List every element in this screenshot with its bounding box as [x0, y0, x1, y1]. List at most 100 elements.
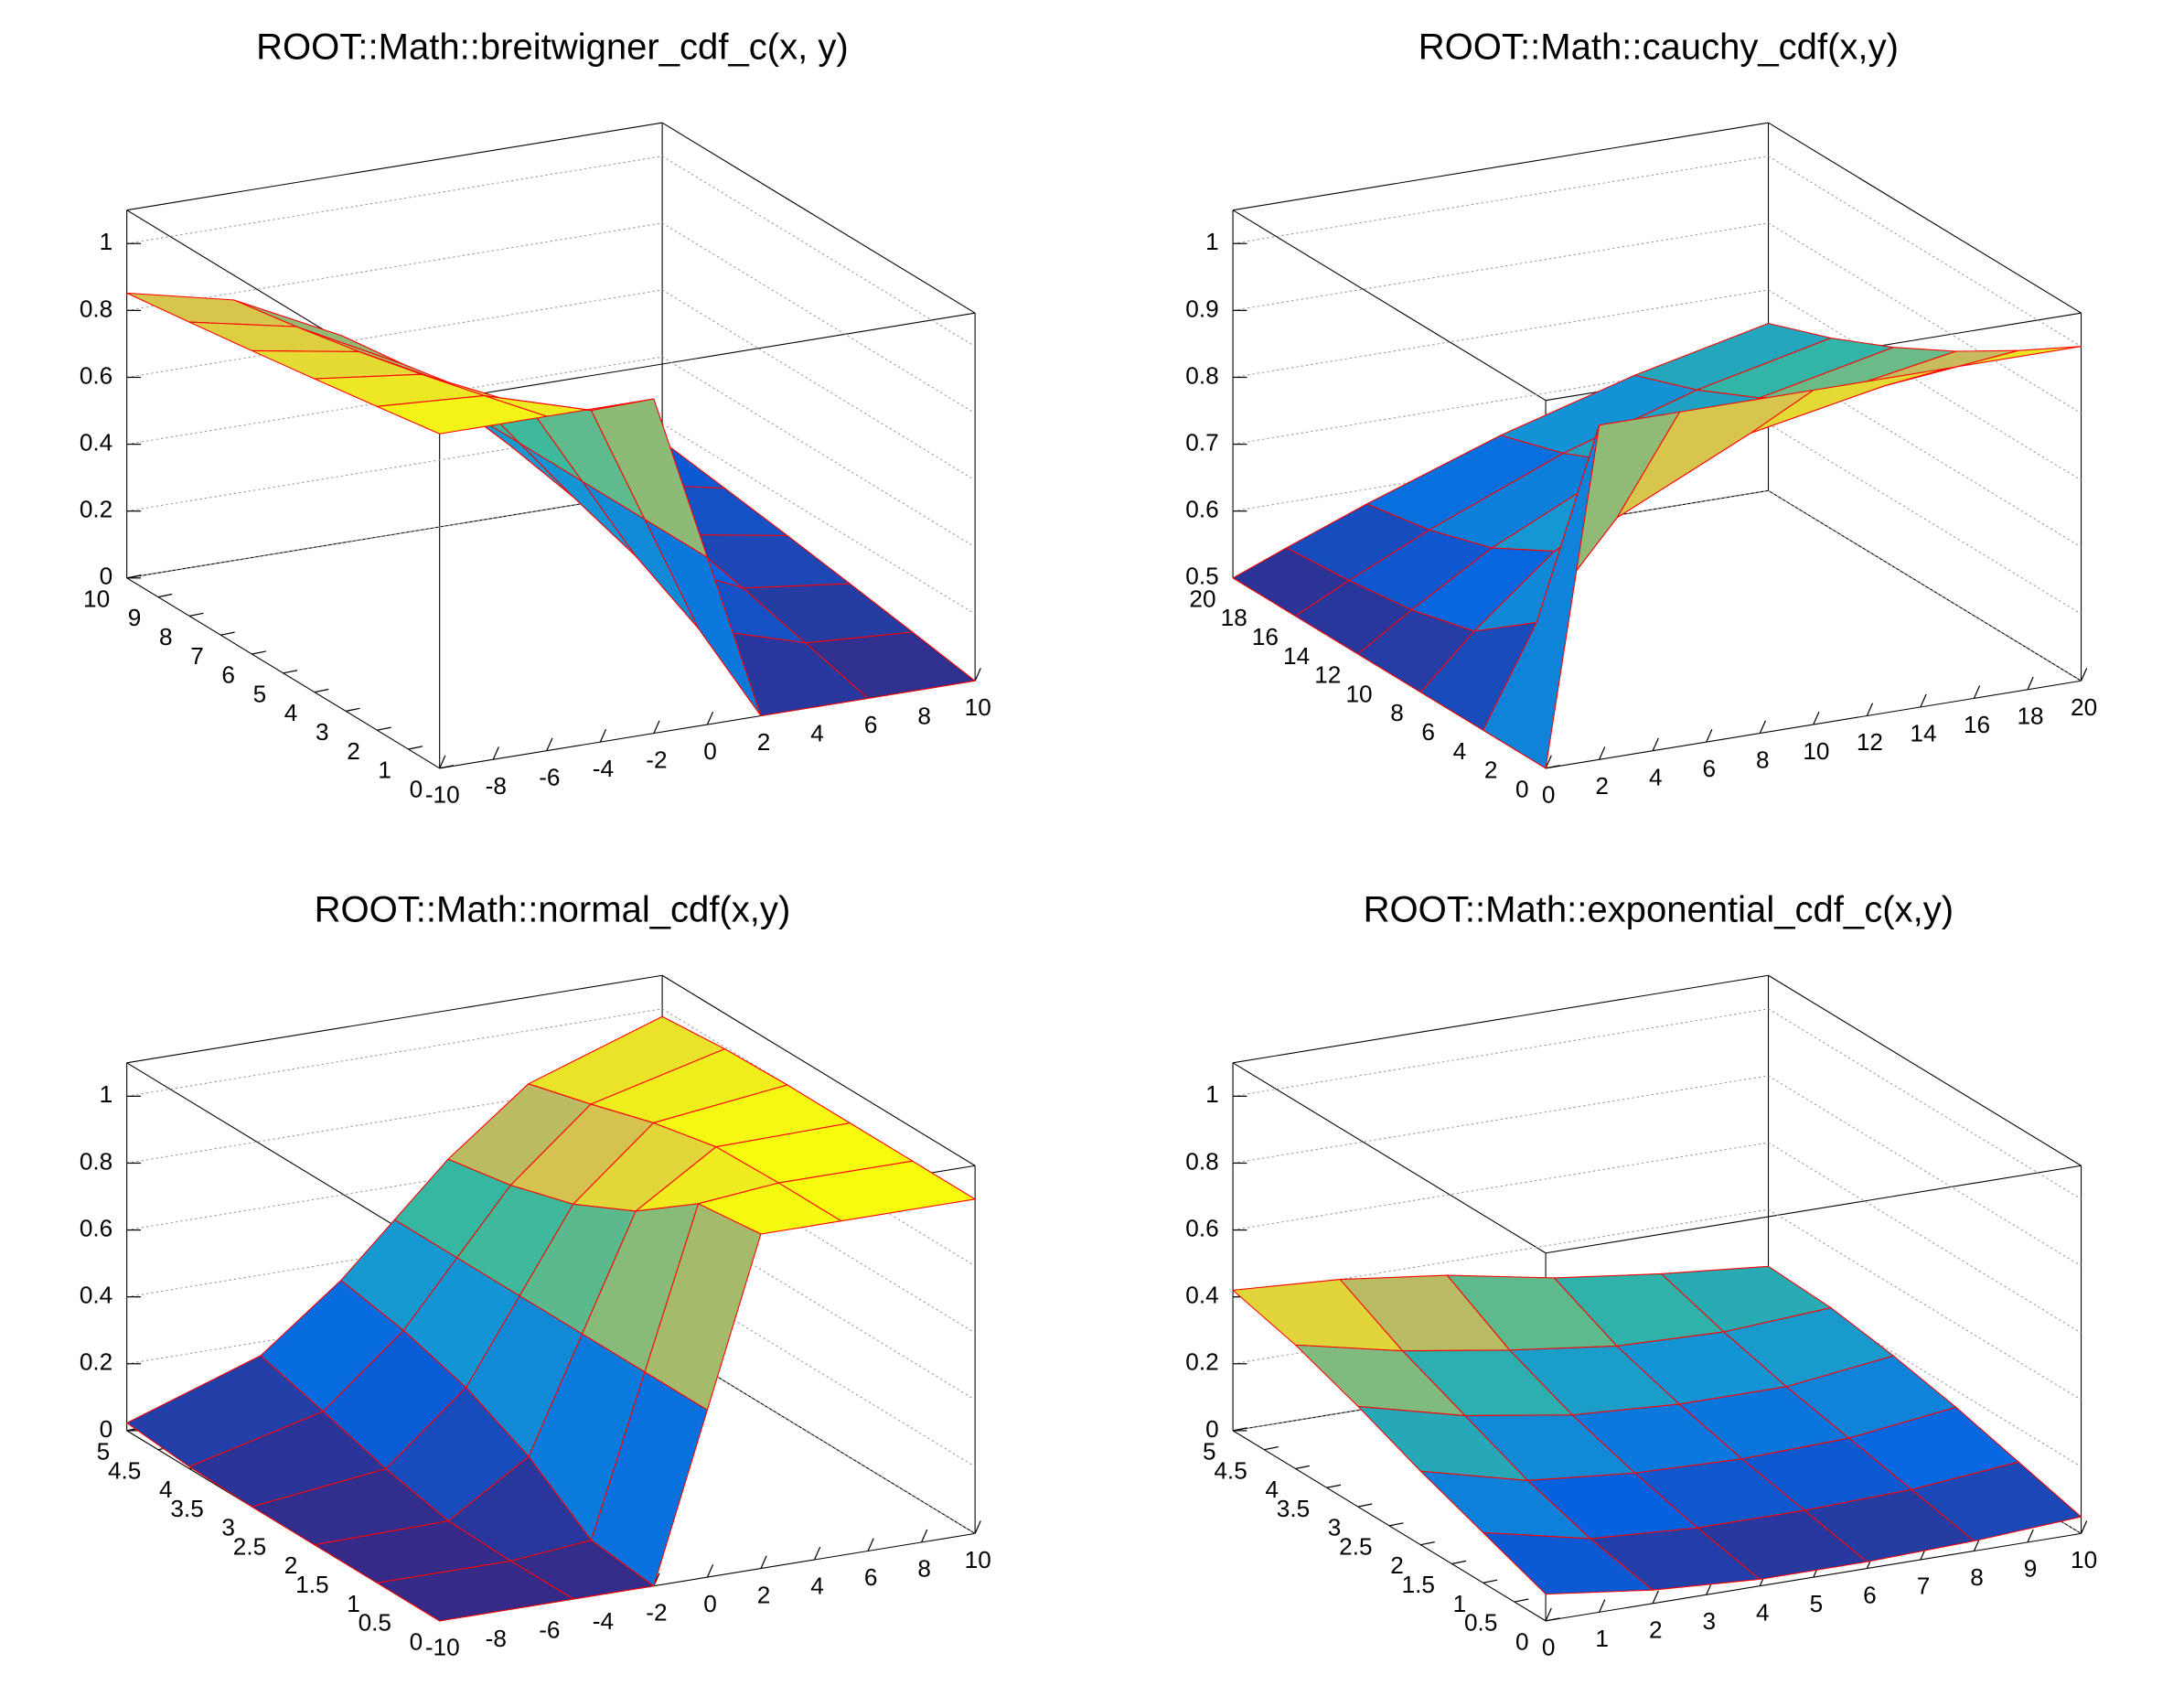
y-tick-label: 20 [1189, 585, 1215, 612]
z-tick-label: 0.4 [1185, 1282, 1218, 1309]
box-edge [1768, 122, 2082, 314]
x-tick [974, 1520, 981, 1534]
y-tick-label: 6 [1421, 718, 1435, 746]
y-tick-label: 10 [1345, 680, 1372, 707]
x-tick-label: 16 [1964, 711, 1990, 738]
z-tick-label: 1 [1205, 228, 1219, 255]
x-tick [2080, 668, 2088, 682]
y-tick-label: 2.5 [1339, 1532, 1372, 1560]
x-tick [921, 1529, 928, 1543]
box-edge [1232, 122, 1769, 211]
y-tick-label: 9 [128, 604, 142, 631]
grid-line [126, 156, 976, 348]
box-edge [439, 312, 976, 402]
y-tick-label: 14 [1283, 642, 1310, 670]
y-tick-label: 3 [1328, 1514, 1342, 1541]
x-tick-label: -10 [425, 781, 460, 809]
x-tick [1706, 729, 1713, 743]
box-edge [1768, 974, 2082, 1166]
box-edge [1232, 974, 1769, 1064]
x-tick [974, 668, 981, 682]
chart-title: ROOT::Math::cauchy_cdf(x,y) [1419, 27, 1899, 68]
x-tick [599, 729, 607, 743]
x-tick-label: 7 [1917, 1573, 1931, 1600]
surface-cell [376, 395, 548, 435]
y-tick-label: 4 [1265, 1476, 1279, 1503]
y-tick-label: 0 [1515, 1627, 1529, 1655]
surface-plot: ROOT::Math::cauchy_cdf(x,y)0.50.60.70.80… [1185, 27, 2097, 809]
surface-plot: ROOT::Math::exponential_cdf_c(x,y)00.20.… [1185, 890, 2097, 1661]
y-tick-label: 2 [347, 737, 360, 765]
x-tick-label: 12 [1857, 728, 1883, 756]
x-tick-label: 4 [810, 1573, 824, 1600]
x-tick [1813, 711, 1820, 725]
y-tick [188, 612, 204, 617]
y-tick-label: 4 [159, 1476, 173, 1503]
y-tick [377, 726, 391, 731]
y-tick-label: 4 [1453, 737, 1467, 765]
y-tick [1545, 1617, 1560, 1622]
x-tick [1599, 1599, 1606, 1613]
z-tick-label: 1 [1205, 1080, 1219, 1108]
x-tick [1652, 737, 1659, 751]
y-tick-label: 5 [253, 680, 267, 707]
x-tick-label: 6 [864, 1563, 878, 1591]
y-tick-label: 0.5 [359, 1609, 391, 1637]
z-tick-label: 0.2 [80, 496, 112, 523]
y-tick [314, 688, 329, 693]
x-tick-label: -8 [486, 772, 507, 800]
chart-title: ROOT::Math::breitwigner_cdf_c(x, y) [256, 27, 849, 68]
x-tick [492, 746, 499, 760]
z-tick-label: 0.7 [1185, 429, 1218, 456]
y-tick-label: 5 [97, 1437, 111, 1465]
z-tick-label: 0.6 [80, 361, 112, 389]
y-tick-label: 3.5 [1277, 1495, 1310, 1522]
x-tick [1973, 685, 1981, 699]
x-tick [1920, 693, 1927, 708]
x-tick [706, 1564, 714, 1578]
x-tick-label: 8 [1970, 1563, 1984, 1591]
x-tick-label: 10 [965, 1546, 991, 1573]
y-tick [1357, 1503, 1373, 1508]
x-tick [1759, 720, 1766, 734]
x-tick-label: -8 [486, 1625, 507, 1652]
x-tick [706, 711, 714, 725]
z-tick-label: 0.6 [1185, 1214, 1218, 1241]
y-tick [1232, 1427, 1247, 1432]
x-tick-label: 3 [1703, 1607, 1717, 1635]
y-tick-label: 5 [1203, 1437, 1216, 1465]
grid-line [1232, 1142, 2082, 1334]
x-tick-label: 4 [1649, 763, 1663, 790]
y-tick [1326, 1484, 1342, 1488]
y-tick [1388, 1522, 1404, 1527]
x-tick [2027, 1529, 2034, 1543]
x-tick-label: 6 [864, 711, 878, 738]
x-tick [1652, 1590, 1659, 1605]
x-tick-label: 2 [1595, 772, 1609, 800]
y-tick-label: 0 [410, 1627, 423, 1655]
y-tick-label: 1.5 [1402, 1571, 1435, 1598]
y-tick-label: 16 [1252, 623, 1279, 650]
z-tick-label: 0 [100, 1415, 113, 1443]
x-tick-label: -6 [539, 1616, 560, 1644]
grid-line [1232, 1075, 2082, 1267]
box-edge [661, 974, 976, 1166]
y-tick [1264, 1446, 1279, 1451]
x-tick-label: 0 [703, 737, 717, 765]
x-tick-label: 1 [1595, 1625, 1609, 1652]
z-tick-label: 0 [1205, 1415, 1219, 1443]
y-tick-label: 0 [1515, 775, 1529, 802]
z-tick-label: 0.8 [80, 1147, 112, 1175]
x-tick-label: -2 [646, 746, 667, 773]
y-tick-label: 4.5 [108, 1456, 141, 1484]
x-tick-label: 2 [757, 728, 771, 756]
x-tick [1599, 746, 1606, 760]
y-tick [126, 574, 142, 579]
y-tick [1514, 1598, 1529, 1603]
z-tick-label: 0.4 [80, 429, 112, 456]
x-tick [439, 755, 446, 769]
y-tick-label: 1 [378, 757, 391, 784]
y-tick-label: 1.5 [295, 1571, 328, 1598]
